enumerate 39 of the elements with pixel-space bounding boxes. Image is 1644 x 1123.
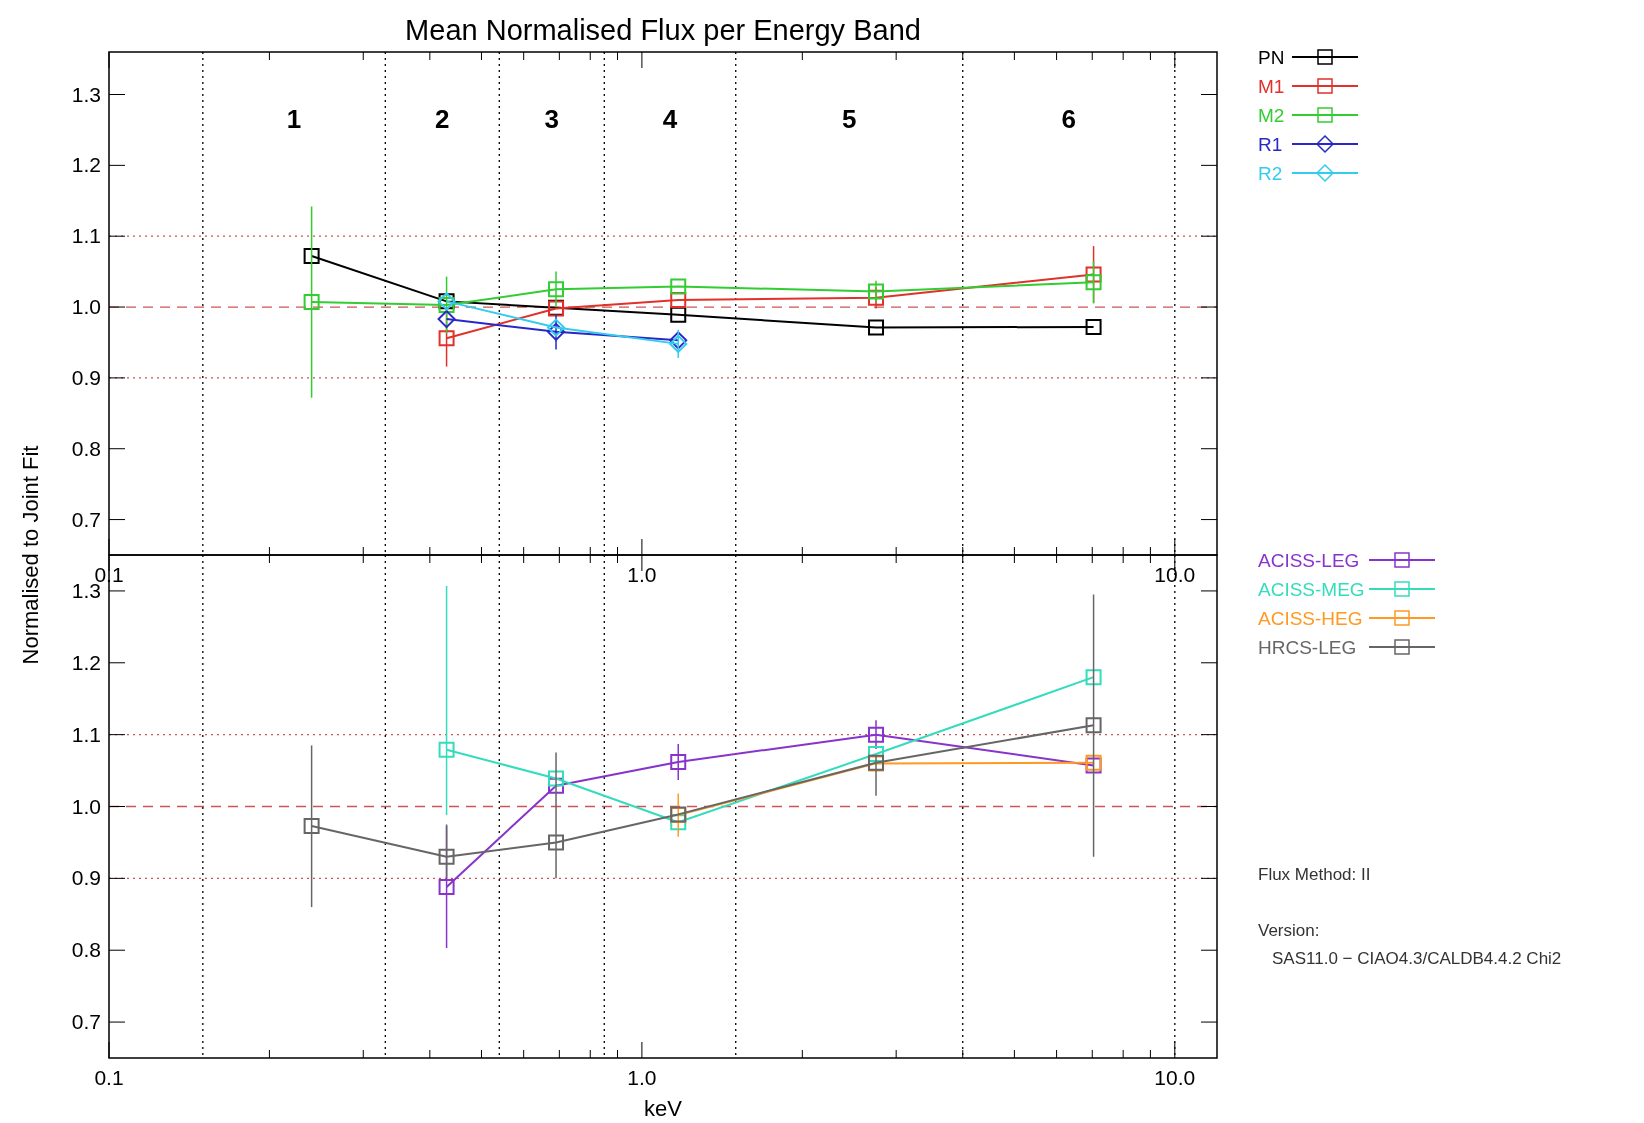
x-tick-label: 10.0	[1154, 563, 1196, 586]
annotation: 1	[286, 104, 302, 134]
y-tick-label: 0.7	[71, 1010, 101, 1034]
annotation: 5	[842, 104, 857, 134]
annotation: 4	[662, 104, 678, 134]
legend-label: R2	[1258, 163, 1283, 184]
text: Flux Method: II	[1258, 865, 1371, 884]
x-tick-label: 10.0	[1154, 1066, 1196, 1089]
y-tick-label: 1.0	[71, 295, 101, 319]
annotation: 2	[435, 104, 450, 134]
legend-label: M1	[1258, 76, 1285, 97]
x-tick-label: 0.1	[94, 1066, 124, 1089]
y-tick-label: 0.8	[71, 938, 101, 962]
y-tick-label: 0.7	[71, 507, 101, 531]
legend-label: HRCS-LEG	[1258, 637, 1357, 658]
x-tick-label: 1.0	[627, 563, 657, 586]
y-tick-label: 1.3	[71, 82, 101, 106]
legend-label: ACISS-LEG	[1258, 550, 1360, 571]
text: Version:	[1258, 921, 1320, 940]
y-tick-label: 0.8	[71, 436, 101, 460]
y-tick-label: 0.9	[71, 365, 101, 389]
legend-label: ACISS-MEG	[1258, 579, 1365, 600]
legend-label: ACISS-HEG	[1258, 608, 1363, 629]
legend-label: M2	[1258, 105, 1285, 126]
x-axis-title: keV	[644, 1096, 683, 1121]
y-tick-label: 1.2	[71, 153, 101, 177]
annotation: 3	[544, 104, 560, 134]
legend-label: PN	[1258, 47, 1285, 68]
y-tick-label: 1.2	[71, 650, 101, 674]
annotation: 6	[1061, 104, 1077, 134]
legend-label: R1	[1258, 134, 1283, 155]
x-tick-label: 1.0	[627, 1066, 657, 1089]
text: SAS11.0 − CIAO4.3/CALDB4.4.2 Chi2	[1272, 949, 1562, 968]
y-tick-label: 0.9	[71, 866, 101, 890]
y-axis-title: Normalised to Joint Fit	[18, 445, 43, 665]
y-tick-label: 1.0	[71, 794, 101, 818]
chart-title: Mean Normalised Flux per Energy Band	[405, 14, 921, 46]
y-tick-label: 1.1	[71, 224, 101, 248]
y-tick-label: 1.1	[71, 722, 101, 746]
